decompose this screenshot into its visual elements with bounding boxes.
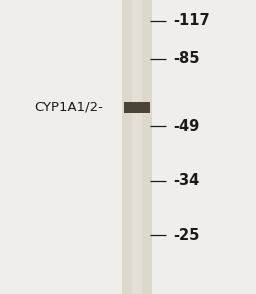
Text: -34: -34 (174, 173, 200, 188)
Bar (132, 0, 142, 294)
Text: CYP1A1/2-: CYP1A1/2- (34, 101, 103, 114)
Text: -85: -85 (174, 51, 200, 66)
Text: -49: -49 (174, 119, 200, 134)
Bar (122, 0, 152, 294)
Text: -25: -25 (174, 228, 200, 243)
Text: -117: -117 (174, 13, 210, 28)
Bar (124, 102, 150, 113)
